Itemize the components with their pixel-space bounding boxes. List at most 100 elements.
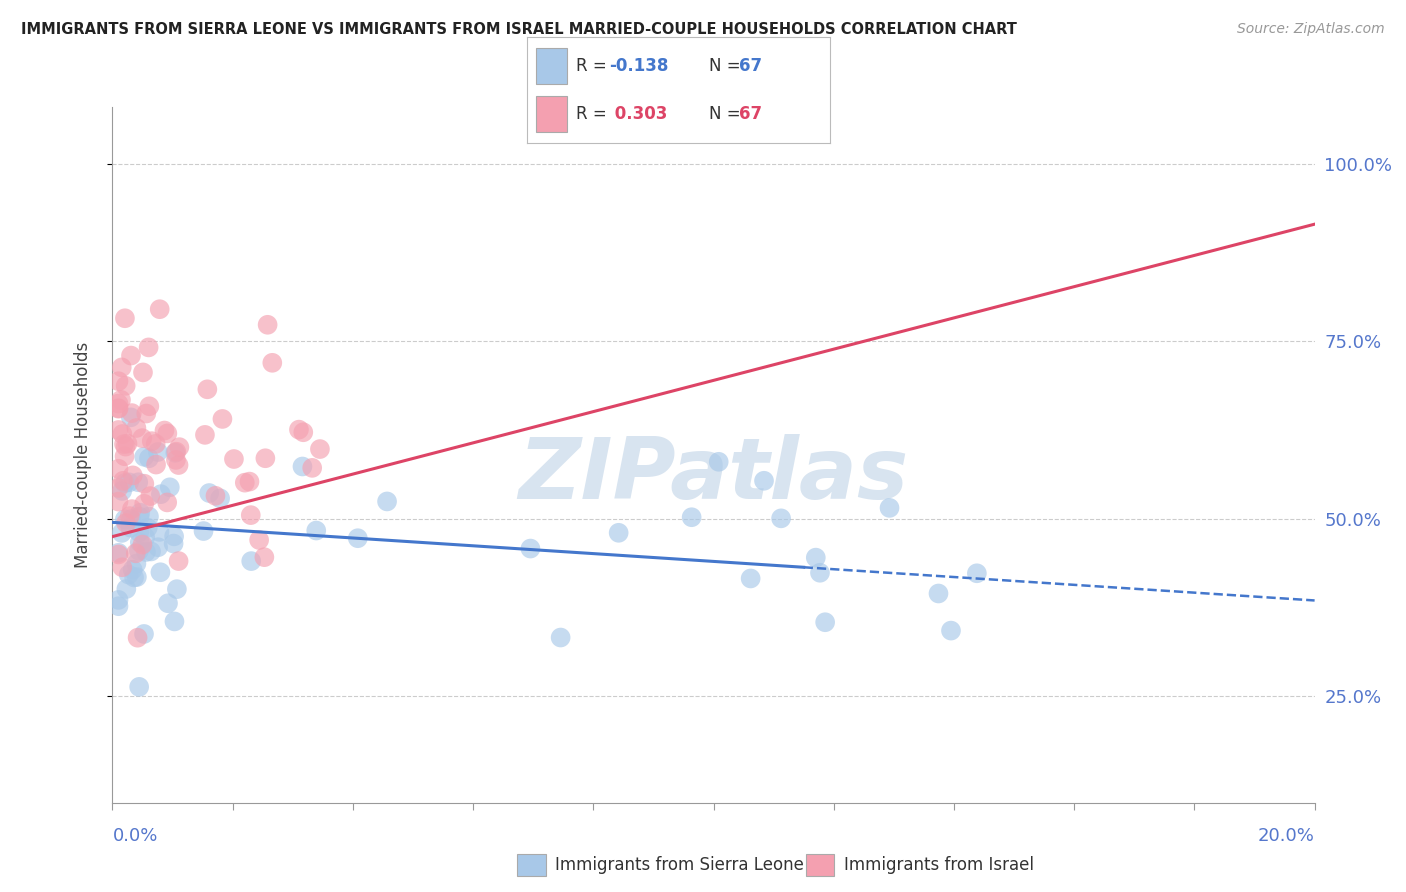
Point [107,494,129,508]
Point [301,461,323,475]
Point [209,491,232,506]
Point [163,615,186,629]
Point [134,530,156,544]
Point [149,302,172,317]
Text: N =: N = [709,105,745,123]
Point [121,563,143,577]
Point [159,480,181,494]
Point [138,451,160,466]
Point [114,449,136,463]
Point [120,410,142,425]
Point [128,509,150,524]
Point [254,451,277,466]
Point [167,458,190,472]
Point [110,392,132,407]
Point [814,615,837,630]
Point [107,401,129,416]
Point [135,545,157,559]
Point [107,396,129,410]
Point [740,571,762,585]
Point [135,407,157,421]
Point [162,536,184,550]
Point [808,566,831,580]
Point [194,428,217,442]
Point [131,538,153,552]
Point [198,486,221,500]
Point [107,599,129,614]
Point [121,468,143,483]
Point [120,521,142,535]
Point [125,570,148,584]
Point [169,440,191,454]
Text: 20.0%: 20.0% [1258,827,1315,845]
Point [153,424,176,438]
Point [111,525,134,540]
Point [239,508,262,522]
Point [112,474,135,488]
Point [115,582,138,596]
Point [927,586,949,600]
Point [107,593,129,607]
Point [550,631,572,645]
Point [305,524,328,538]
Point [134,450,156,464]
Point [128,680,150,694]
Text: -0.138: -0.138 [609,57,668,75]
Point [681,510,703,524]
Point [156,495,179,509]
Point [107,374,129,388]
Point [127,631,149,645]
Point [138,399,160,413]
Point [375,494,398,508]
Point [121,502,143,516]
Text: Source: ZipAtlas.com: Source: ZipAtlas.com [1237,22,1385,37]
Point [141,434,163,449]
Point [118,475,141,490]
Point [127,475,149,490]
Point [519,541,541,556]
Text: Immigrants from Israel: Immigrants from Israel [844,856,1033,874]
Point [879,500,901,515]
Point [131,431,153,445]
Point [165,453,187,467]
Point [770,511,793,525]
Point [288,423,311,437]
Point [125,546,148,560]
Point [193,524,215,538]
Point [149,487,172,501]
Point [120,512,142,526]
Text: 67: 67 [740,57,762,75]
Point [233,475,256,490]
Y-axis label: Married-couple Households: Married-couple Households [73,342,91,568]
Point [292,425,315,440]
Bar [536,96,567,132]
Point [129,506,152,520]
Point [146,540,169,554]
Point [112,437,135,451]
Text: R =: R = [575,57,612,75]
Point [204,489,226,503]
Point [939,624,962,638]
Point [146,445,169,459]
Point [134,476,156,491]
Point [114,379,136,393]
Point [107,423,129,437]
Point [238,475,260,489]
Point [163,529,186,543]
Point [149,566,172,580]
Point [121,406,143,420]
Bar [536,48,567,84]
Point [114,476,136,491]
Point [256,318,278,332]
Point [132,627,155,641]
Point [107,481,129,495]
Point [118,509,141,524]
Point [346,531,368,545]
Text: Immigrants from Sierra Leone: Immigrants from Sierra Leone [555,856,804,874]
Point [107,462,129,476]
Point [139,489,162,503]
Point [752,474,775,488]
Point [134,497,156,511]
Point [309,442,332,456]
Point [128,535,150,549]
